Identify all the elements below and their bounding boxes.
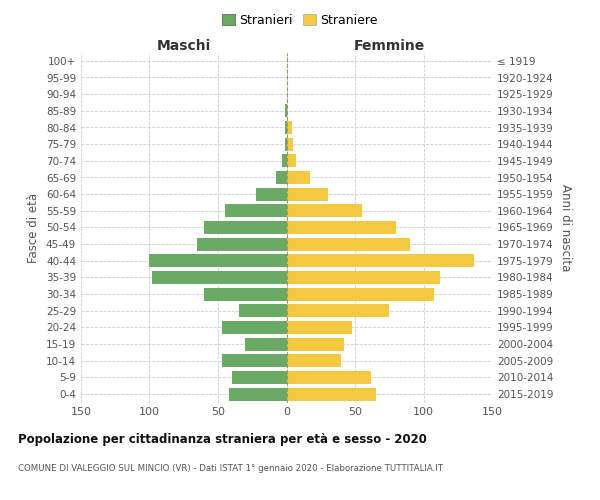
Bar xyxy=(283,154,287,168)
Bar xyxy=(225,204,287,218)
Bar xyxy=(245,338,287,350)
Bar xyxy=(197,238,287,250)
Bar xyxy=(285,121,287,134)
Bar xyxy=(149,254,287,268)
Bar xyxy=(287,121,292,134)
Bar xyxy=(287,304,389,318)
Bar xyxy=(232,371,287,384)
Y-axis label: Anni di nascita: Anni di nascita xyxy=(559,184,572,271)
Y-axis label: Fasce di età: Fasce di età xyxy=(28,192,40,262)
Bar xyxy=(287,388,376,400)
Bar xyxy=(285,104,287,118)
Bar xyxy=(287,271,440,284)
Bar xyxy=(287,238,410,250)
Bar xyxy=(287,338,344,350)
Bar xyxy=(287,354,341,368)
Bar xyxy=(287,254,474,268)
Bar xyxy=(287,188,328,200)
Bar xyxy=(204,288,287,300)
Bar xyxy=(222,354,287,368)
Bar xyxy=(287,321,352,334)
Text: COMUNE DI VALEGGIO SUL MINCIO (VR) - Dati ISTAT 1° gennaio 2020 - Elaborazione T: COMUNE DI VALEGGIO SUL MINCIO (VR) - Dat… xyxy=(18,464,443,473)
Bar xyxy=(222,321,287,334)
Legend: Stranieri, Straniere: Stranieri, Straniere xyxy=(217,8,383,32)
Bar xyxy=(287,138,293,150)
Text: Femmine: Femmine xyxy=(353,38,425,52)
Bar xyxy=(229,388,287,400)
Bar xyxy=(256,188,287,200)
Bar xyxy=(275,171,287,184)
Bar xyxy=(287,171,310,184)
Bar xyxy=(239,304,287,318)
Bar xyxy=(152,271,287,284)
Bar xyxy=(287,204,362,218)
Bar xyxy=(204,221,287,234)
Bar xyxy=(287,371,371,384)
Text: Popolazione per cittadinanza straniera per età e sesso - 2020: Popolazione per cittadinanza straniera p… xyxy=(18,432,427,446)
Bar xyxy=(287,154,296,168)
Bar xyxy=(287,288,434,300)
Bar xyxy=(287,221,396,234)
Bar xyxy=(285,138,287,150)
Text: Maschi: Maschi xyxy=(157,38,211,52)
